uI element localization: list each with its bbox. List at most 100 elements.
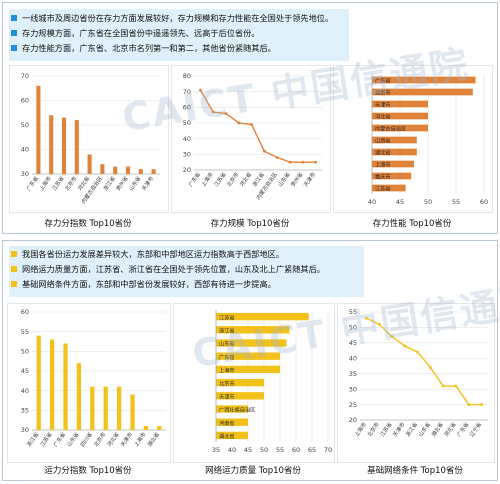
bar-category-label: 浙江省 — [219, 326, 235, 334]
bar — [100, 164, 105, 174]
series-point — [390, 335, 394, 339]
bar-category-label: 广东省 — [375, 76, 391, 84]
series-point — [403, 344, 407, 348]
bar — [49, 339, 55, 430]
x-category-label: 上海市 — [37, 174, 53, 192]
bar-category-label: 重庆市 — [375, 172, 391, 180]
bar-category-label: 河北省 — [375, 112, 391, 120]
bar-category-label: 山西省 — [375, 136, 391, 144]
chart-svg: 35 40 45 50 55 60 65 70 江苏省浙江省山东省广东省上海市北京市天津市广西壮… — [212, 310, 332, 454]
x-tick-label: 40 — [368, 198, 376, 206]
bar — [74, 120, 79, 174]
chart-storage-performance: 40 45 50 55 60 广东省 北京市 天津市 河北省 内蒙古自治区 山西省 湖北省 上海市 重庆市… — [333, 65, 493, 213]
x-category-label: 浙江省 — [404, 421, 420, 439]
chart-storage-index: 30 40 50 60 70 广东省 上海市 江苏省 北京市 河北省 内蒙古自治区 浙江省 贵州省 山东省… — [9, 65, 169, 213]
x-category-label: 四川省 — [78, 431, 94, 449]
y-tick-label: 45 — [21, 367, 29, 375]
bar — [372, 100, 428, 108]
series-point — [288, 160, 292, 164]
x-category-label: 辽宁省 — [468, 421, 484, 439]
bar — [216, 418, 248, 426]
bullet-square-icon — [11, 266, 17, 272]
section-transport: 我国各省份运力发展差异较大，东部和中部地区运力指数高于西部地区。 网络运力质量方… — [2, 240, 498, 481]
series-point — [237, 121, 241, 125]
y-tick-label: 40 — [349, 354, 357, 362]
bullet: 基础网络条件方面，东部和中部省份发展较好，西部有待进一步提高。 — [11, 279, 276, 289]
chart-svg: 40 45 50 55 60 广东省北京市天津市河北省内蒙古自治区山西省湖北省上海市重庆市… — [368, 74, 488, 206]
y-tick-label: 40 — [21, 146, 29, 154]
bar — [138, 169, 143, 174]
bar — [36, 335, 41, 430]
series-point — [301, 160, 305, 164]
series-point — [263, 149, 266, 153]
bar — [130, 394, 135, 430]
caption-network-base: 基础网络条件 Top10省份 — [367, 466, 463, 476]
y-tick-label: 70 — [21, 72, 29, 80]
chart-network-quality: 35 40 45 50 55 60 65 70 江苏省 浙江省 山东省 广东省 上海市 北京市 天津市 广西壮… — [173, 303, 335, 463]
x-tick-label: 50 — [424, 198, 432, 206]
x-category-label: 北京市 — [63, 174, 79, 192]
bar — [63, 343, 68, 430]
bar-category-label: 天津市 — [219, 392, 235, 400]
chart-storage-scale: 20 30 40 50 60 70 80 广东省 上海市 江苏省 北京市 河北省 浙江省 内蒙古自治区 山东… — [171, 65, 331, 213]
summary-box — [9, 9, 349, 61]
y-tick-label: 55 — [349, 308, 357, 316]
y-tick-label: 25 — [349, 401, 357, 409]
bar — [372, 88, 473, 96]
series-point — [416, 350, 419, 354]
bullet: 网络运力质量方面，江苏省、浙江省在全国处于领先位置，山东及北上广紧随其后。 — [11, 264, 325, 274]
x-category-label: 河北省 — [238, 171, 254, 189]
x-category-label: 河北省 — [105, 431, 121, 449]
bar — [216, 378, 264, 387]
series-point — [480, 403, 483, 406]
y-tick-label: 30 — [349, 385, 357, 393]
x-category-label: 北京市 — [92, 430, 108, 448]
series-point — [211, 110, 215, 114]
y-tick-label: 20 — [349, 416, 357, 424]
bar — [103, 386, 108, 430]
y-tick-label: 50 — [183, 119, 191, 127]
x-category-label: 江苏省 — [212, 171, 228, 189]
bar — [49, 115, 54, 174]
bar — [372, 184, 406, 192]
bar-category-label: 天津市 — [375, 100, 391, 108]
bar — [372, 112, 428, 120]
series-point — [454, 384, 458, 388]
chart-svg: 3040506070广东省上海市江苏省北京市河北省内蒙古自治区浙江省贵州省山东省… — [21, 72, 160, 205]
y-tick-label: 35 — [21, 407, 29, 415]
y-tick-label: 50 — [21, 121, 29, 129]
section-storage: 一线城市及周边省份在存力方面发展较好，存力规模和存力性能在全国处于领先地位。 存… — [2, 2, 498, 234]
x-tick-label: 65 — [308, 446, 316, 454]
y-tick-label: 50 — [21, 348, 29, 356]
bar-category-label: 北京市 — [375, 88, 391, 96]
y-tick-label: 50 — [349, 324, 357, 332]
bar — [76, 363, 82, 430]
x-tick-label: 55 — [276, 446, 284, 454]
bar-category-label: 山东省 — [219, 340, 235, 348]
bar — [372, 136, 417, 144]
x-tick-label: 60 — [480, 198, 488, 206]
bar — [216, 326, 290, 334]
x-category-label: 江苏省 — [50, 175, 66, 193]
bar — [61, 117, 67, 174]
bullet-square-icon — [11, 45, 17, 51]
x-category-label: 湖北省 — [145, 431, 161, 449]
series-point — [224, 112, 228, 115]
x-category-label: 山东省 — [416, 421, 432, 439]
bullet-text: 基础网络条件方面，东部和中部省份发展较好，西部有待进一步提高。 — [22, 279, 276, 289]
bar — [151, 169, 156, 174]
chart-transport-index: 30 35 40 45 50 55 60 浙江省 江苏省 广东省 山东省 四川省 北京市 河北省 天津市 上海… — [7, 303, 171, 463]
bar — [216, 392, 264, 400]
x-category-label: 广东省 — [51, 431, 67, 449]
series-point — [467, 403, 471, 406]
bar — [216, 352, 280, 360]
caption-storage-index: 存力分指数 Top10省份 — [44, 219, 132, 229]
bullet-square-icon — [11, 15, 17, 21]
bar-category-label: 湖北省 — [375, 148, 391, 156]
bar — [216, 405, 248, 413]
x-category-label: 贵州省 — [289, 171, 305, 189]
bar-category-label: 河南省 — [219, 419, 235, 427]
x-category-label: 湖北省 — [429, 421, 445, 439]
bar — [116, 386, 122, 430]
